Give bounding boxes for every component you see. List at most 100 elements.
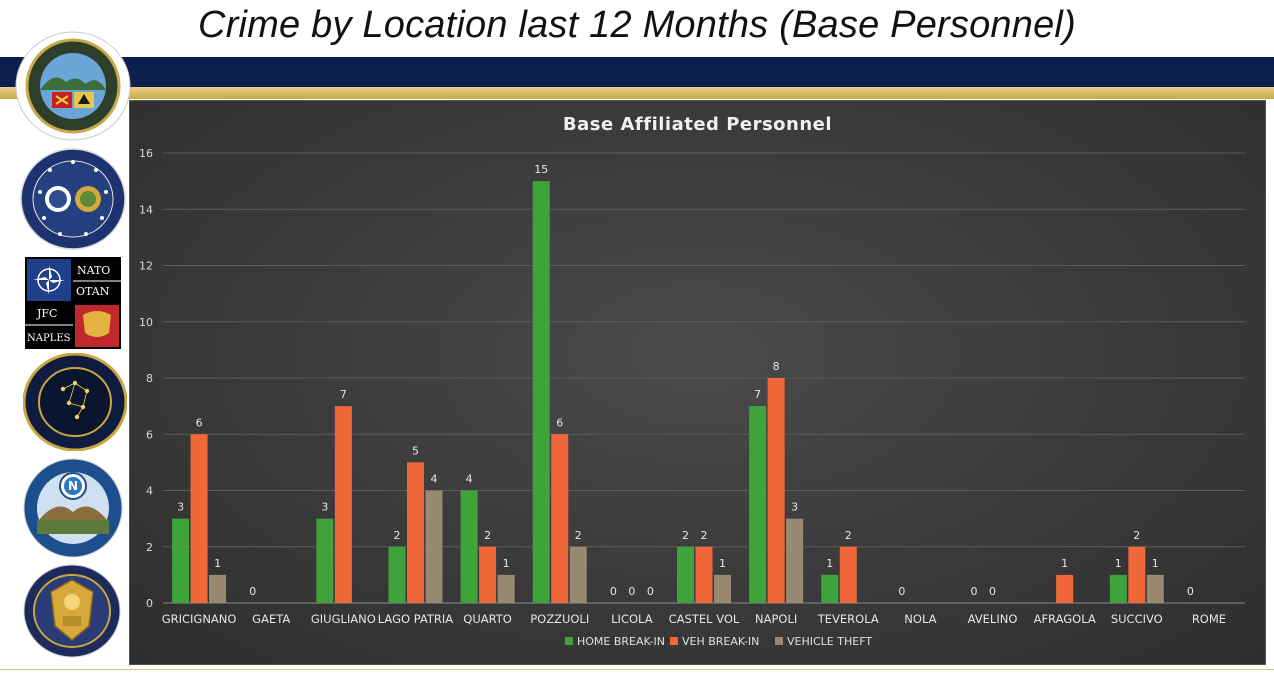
- data-label: 1: [1152, 557, 1159, 570]
- bar: [1056, 574, 1074, 603]
- x-tick-label: POZZUOLI: [530, 612, 589, 626]
- data-label: 2: [575, 529, 582, 542]
- data-label: 2: [393, 529, 400, 542]
- data-label: 7: [754, 388, 761, 401]
- bar: [209, 574, 227, 603]
- bar-chart: 0246810121416GRICIGNANO361GAETA0GIUGLIAN…: [139, 147, 1245, 648]
- x-tick-label: AFRAGOLA: [1034, 612, 1096, 626]
- data-label: 15: [534, 163, 548, 176]
- bar: [190, 434, 208, 603]
- y-tick-label: 0: [146, 597, 153, 610]
- bar: [388, 546, 406, 603]
- footer-gold-line: [0, 669, 1274, 670]
- svg-text:N: N: [68, 479, 78, 493]
- bar: [767, 378, 785, 603]
- bar: [479, 546, 497, 603]
- legend-label: VEH BREAK-IN: [682, 635, 759, 648]
- data-label: 3: [321, 501, 328, 514]
- data-label: 1: [1061, 557, 1068, 570]
- data-label: 1: [826, 557, 833, 570]
- data-label: 0: [610, 585, 617, 598]
- header-navy-band: [0, 57, 1274, 87]
- y-tick-label: 2: [146, 541, 153, 554]
- data-label: 0: [628, 585, 635, 598]
- bar: [551, 434, 569, 603]
- x-tick-label: NOLA: [904, 612, 936, 626]
- logo-column: NATO OTAN JFC NAPLES N: [0, 0, 140, 678]
- naval-forces-europe-africa-seal-icon: [20, 148, 126, 250]
- bar: [839, 546, 857, 603]
- svg-text:OTAN: OTAN: [76, 285, 110, 298]
- x-tick-label: QUARTO: [463, 612, 512, 626]
- data-label: 0: [971, 585, 978, 598]
- bar: [821, 574, 839, 603]
- bar: [334, 406, 352, 603]
- data-label: 2: [484, 529, 491, 542]
- data-label: 2: [845, 529, 852, 542]
- data-label: 4: [430, 473, 437, 486]
- bar: [569, 546, 587, 603]
- y-tick-label: 12: [139, 260, 153, 273]
- data-label: 2: [1133, 529, 1140, 542]
- bar: [749, 406, 767, 603]
- data-label: 1: [503, 557, 510, 570]
- data-label: 6: [556, 416, 563, 429]
- data-label: 5: [412, 444, 419, 457]
- data-label: 1: [719, 557, 726, 570]
- x-tick-label: SUCCIVO: [1111, 612, 1163, 626]
- svg-text:JFC: JFC: [36, 307, 57, 320]
- data-label: 7: [340, 388, 347, 401]
- chart-panel: Base Affiliated Personnel 0 2 4 6 8 10 12 14 16 G…: [130, 101, 1265, 664]
- data-label: 8: [773, 360, 780, 373]
- header-gold-band: [0, 87, 1274, 99]
- data-label: 0: [1187, 585, 1194, 598]
- y-tick-label: 16: [139, 147, 153, 160]
- data-label: 4: [466, 473, 473, 486]
- svg-text:NAPLES: NAPLES: [27, 333, 71, 344]
- x-tick-label: TEVEROLA: [817, 612, 879, 626]
- data-label: 0: [989, 585, 996, 598]
- x-tick-label: ROME: [1192, 612, 1226, 626]
- legend-swatch: [670, 637, 678, 645]
- commander-navy-region-eurafcent-seal-icon: [23, 353, 127, 451]
- data-label: 0: [898, 585, 905, 598]
- svg-text:NATO: NATO: [77, 264, 110, 277]
- x-tick-label: LICOLA: [611, 612, 653, 626]
- nato-jfc-naples-logo-icon: NATO OTAN JFC NAPLES: [25, 257, 121, 349]
- bar: [497, 574, 515, 603]
- data-label: 0: [249, 585, 256, 598]
- x-tick-label: AVELINO: [968, 612, 1018, 626]
- legend-label: HOME BREAK-IN: [577, 635, 665, 648]
- chart-title: Base Affiliated Personnel: [562, 114, 833, 135]
- bar: [172, 518, 190, 603]
- legend-swatch: [775, 637, 783, 645]
- bar: [786, 518, 804, 603]
- data-label: 2: [701, 529, 708, 542]
- data-label: 1: [1115, 557, 1122, 570]
- bar: [1146, 574, 1164, 603]
- x-tick-label: GAETA: [252, 612, 290, 626]
- legend-swatch: [565, 637, 573, 645]
- data-label: 3: [177, 501, 184, 514]
- data-label: 0: [647, 585, 654, 598]
- bar: [714, 574, 731, 603]
- bar: [1109, 574, 1127, 603]
- ncis-badge-icon: [23, 564, 121, 658]
- x-tick-label: CASTEL VOL: [669, 612, 740, 626]
- x-tick-label: GIUGLIANO: [311, 612, 376, 626]
- y-tick-label: 10: [139, 316, 153, 329]
- y-tick-label: 14: [139, 203, 153, 216]
- y-tick-label: 6: [146, 428, 153, 441]
- consulate-naples-rso-seal-icon: N: [23, 458, 123, 558]
- data-label: 3: [791, 501, 798, 514]
- x-tick-label: NAPOLI: [755, 612, 797, 626]
- x-tick-label: LAGO PATRIA: [378, 612, 454, 626]
- data-label: 2: [682, 529, 689, 542]
- bar: [425, 490, 443, 603]
- slide-title: Crime by Location last 12 Months (Base P…: [198, 4, 1076, 46]
- bar: [1128, 546, 1146, 603]
- bar: [406, 462, 424, 603]
- data-label: 1: [214, 557, 221, 570]
- y-tick-label: 4: [146, 485, 153, 498]
- x-tick-label: GRICIGNANO: [162, 612, 237, 626]
